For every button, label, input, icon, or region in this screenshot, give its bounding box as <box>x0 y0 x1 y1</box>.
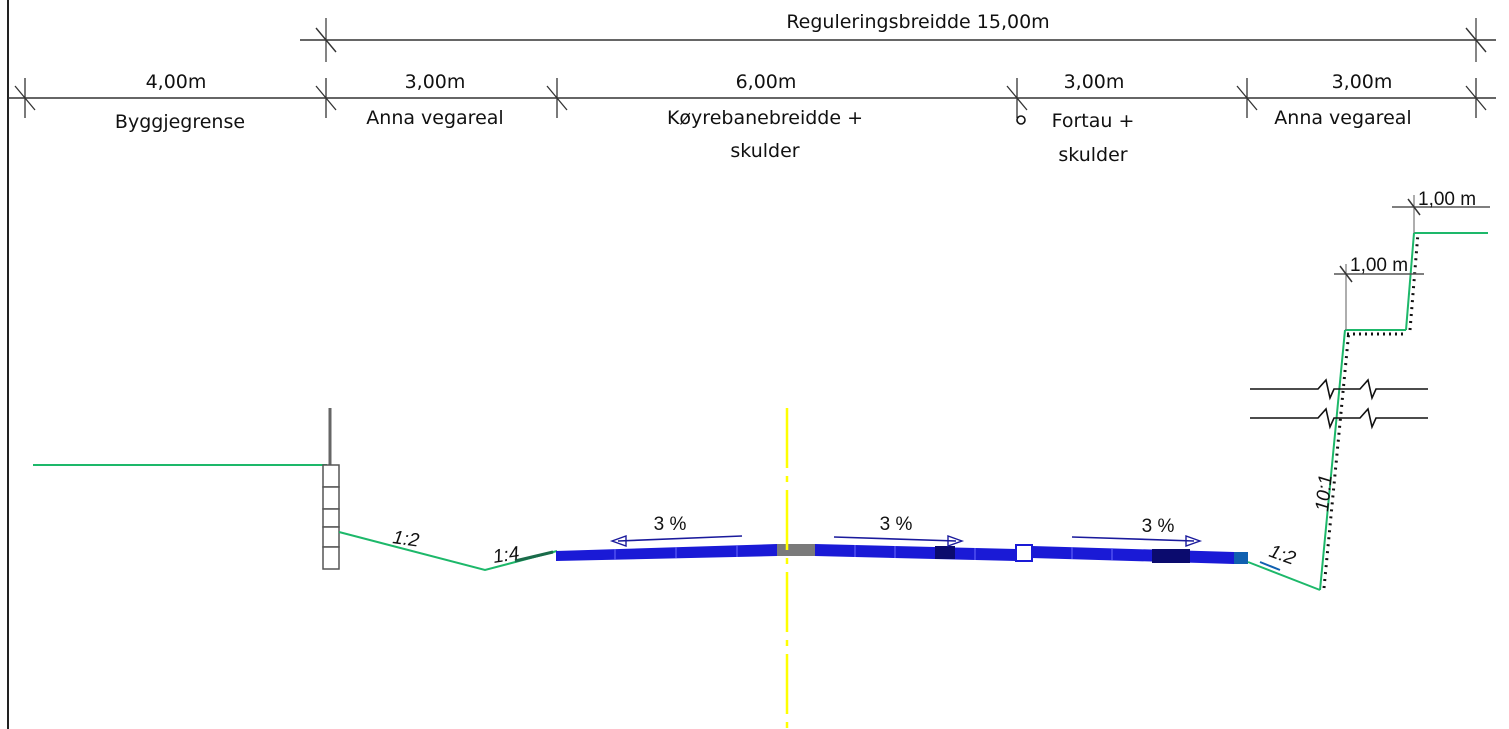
right-lane-dark-patch <box>935 546 955 559</box>
segment-slash-0 <box>14 85 36 111</box>
overall-dimension-slash-left <box>315 27 337 53</box>
crossfall-arrow-left-lane <box>617 535 743 542</box>
right-terrain: 1:2 10:1 1,00 m 1,00 m <box>1247 189 1490 591</box>
break-line-upper <box>1250 378 1428 401</box>
break-line-lower <box>1250 407 1428 430</box>
retaining-wall <box>322 464 340 570</box>
crossfall-arrowhead-left-lane <box>609 535 627 547</box>
crossfall-arrow-right-lane <box>833 536 957 542</box>
crossfall-label-right-lane: 3 % <box>880 514 913 535</box>
segment-slash-5 <box>1465 85 1487 111</box>
segment-slash-3 <box>1006 85 1028 111</box>
crossfall-label-left-lane: 3 % <box>654 514 687 535</box>
lower-bench-label: 1,00 m <box>1350 255 1408 276</box>
wall-block <box>322 526 340 548</box>
crossfall-arrow-sidewalk <box>1071 536 1195 542</box>
segment-name-3-line-1: Fortau + <box>1052 110 1135 132</box>
segment-slash-4 <box>1236 85 1258 111</box>
rock-cut-lower <box>1319 329 1346 591</box>
segment-width-3: 3,00m <box>1064 71 1125 93</box>
wall-block <box>322 464 340 488</box>
lower-bench-dim-slash <box>1339 265 1353 283</box>
left-terrain: 1:2 1:4 <box>33 408 558 572</box>
segment-name-1: Anna vegareal <box>366 107 503 129</box>
upper-bench-dim-slash <box>1407 198 1421 216</box>
curb <box>1015 544 1033 562</box>
crossfall-arrowhead-sidewalk <box>1185 535 1203 547</box>
sidewalk-dark-patch <box>1152 549 1190 563</box>
wall-block <box>322 486 340 510</box>
segment-name-3-line-2: skulder <box>1058 144 1127 166</box>
sidewalk-asphalt <box>1032 546 1234 564</box>
left-lane-asphalt <box>556 544 777 561</box>
segment-ticks <box>14 78 1487 118</box>
crossfall-arrowhead-right-lane <box>947 535 965 547</box>
left-inner-slope-mark <box>514 550 554 563</box>
segment-name-2-line-2: skulder <box>730 140 799 162</box>
overall-dimension-slash-right <box>1465 27 1487 53</box>
slope-label-left-outer: 1:2 <box>391 527 421 552</box>
crossfall-label-sidewalk: 3 % <box>1142 516 1175 537</box>
overall-dimension-label: Reguleringsbreidde 15,00m <box>786 11 1049 33</box>
sidewalk-marker <box>1016 115 1026 125</box>
segment-width-4: 3,00m <box>1332 71 1393 93</box>
rock-cut-upper-hatch <box>1408 232 1420 331</box>
break-symbols <box>1250 378 1428 430</box>
segment-width-1: 3,00m <box>405 71 466 93</box>
crossfall-indicators: 3 % 3 % 3 % <box>609 514 1203 547</box>
wall-block <box>322 546 340 570</box>
overall-dimension: Reguleringsbreidde 15,00m <box>300 11 1496 62</box>
rock-cut-lower-hatch <box>1322 329 1351 589</box>
segment-dimension-row: 4,00m 3,00m 6,00m 3,00m 3,00m Byggjegren… <box>8 71 1496 166</box>
right-slope-mark <box>1259 561 1281 571</box>
left-ditch-slope <box>338 531 558 572</box>
wall-block <box>322 508 340 528</box>
slope-label-left-inner: 1:4 <box>491 543 520 568</box>
slope-label-rock-cut: 10:1 <box>1312 474 1337 513</box>
segment-width-0: 4,00m <box>146 71 207 93</box>
upper-bench-label: 1,00 m <box>1418 189 1476 210</box>
sidewalk-edge <box>1234 552 1248 564</box>
road-surface <box>556 544 1248 564</box>
right-lane-asphalt <box>815 544 1016 561</box>
rock-cut-upper <box>1405 232 1415 331</box>
road-crown-strip <box>777 544 815 556</box>
segment-slash-1 <box>315 85 337 111</box>
segment-name-4: Anna vegareal <box>1274 107 1411 129</box>
segment-name-0: Byggjegrense <box>115 111 245 133</box>
segment-slash-2 <box>546 85 568 111</box>
right-ditch-slope <box>1247 561 1321 591</box>
segment-name-2-line-1: Køyrebanebreidde + <box>667 107 863 129</box>
segment-width-2: 6,00m <box>736 71 797 93</box>
